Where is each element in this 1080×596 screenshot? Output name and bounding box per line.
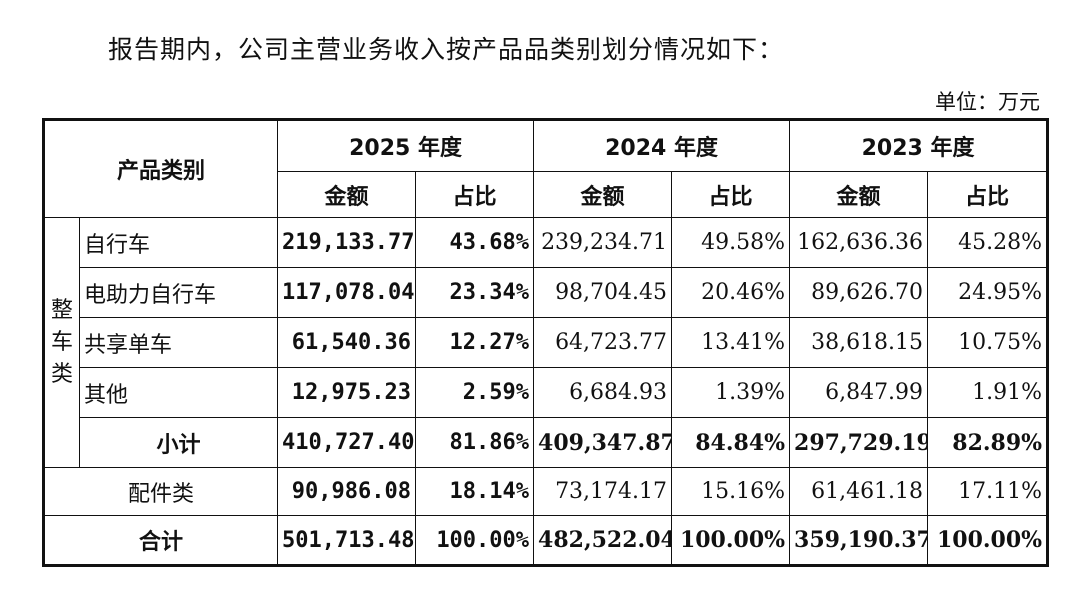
table-row: 其他 12,975.23 2.59% 6,684.93 1.39% 6,847.…	[44, 367, 1049, 418]
cell-value: 162,636.36	[789, 217, 929, 268]
row-label: 其他	[78, 367, 279, 418]
cell-value: 84.84%	[671, 417, 791, 468]
cell-value: 61,540.36	[277, 317, 417, 368]
cell-value: 359,190.37	[789, 515, 929, 566]
cell-value: 100.00%	[415, 515, 535, 566]
header-year-2023: 2023 年度	[789, 119, 1049, 172]
cell-value: 10.75%	[927, 317, 1049, 368]
table-row: 整 车 类 自行车 219,133.77 43.68% 239,234.71 4…	[43, 217, 1049, 468]
header-year-2024: 2024 年度	[533, 119, 791, 172]
cell-value: 81.86%	[415, 417, 535, 468]
cell-value: 38,618.15	[789, 317, 929, 368]
cell-value: 409,347.87	[533, 417, 673, 468]
row-label: 合计	[42, 515, 279, 566]
cell-value: 12.27%	[415, 317, 535, 368]
row-label: 自行车	[78, 217, 279, 268]
revenue-table: 产品类别 2025 年度 2024 年度 2023 年度 金额 占比 金额 占比…	[42, 118, 1050, 567]
subtotal-row: 小计 410,727.40 81.86% 409,347.87 84.84% 2…	[44, 417, 1049, 468]
cell-value: 43.68%	[415, 217, 535, 268]
group-label-vehicle: 整 车 类	[43, 217, 80, 468]
parts-row: 配件类 90,986.08 18.14% 73,174.17 15.16% 61…	[42, 467, 1049, 516]
header-amount: 金额	[277, 171, 417, 218]
cell-value: 482,522.04	[533, 515, 673, 566]
table-row: 电助力自行车 117,078.04 23.34% 98,704.45 20.46…	[44, 267, 1049, 318]
cell-value: 73,174.17	[533, 467, 673, 516]
cell-value: 239,234.71	[533, 217, 673, 268]
row-label: 共享单车	[78, 317, 279, 368]
row-label: 小计	[78, 417, 279, 468]
cell-value: 61,461.18	[789, 467, 929, 516]
cell-value: 45.28%	[927, 217, 1049, 268]
unit-label: 单位：万元	[935, 90, 1040, 114]
cell-value: 23.34%	[415, 267, 535, 318]
table-row: 共享单车 61,540.36 12.27% 64,723.77 13.41% 3…	[44, 317, 1049, 368]
header-amount: 金额	[533, 171, 673, 218]
cell-value: 100.00%	[671, 515, 791, 566]
intro-text: 报告期内，公司主营业务收入按产品品类别划分情况如下：	[108, 35, 785, 64]
cell-value: 6,684.93	[533, 367, 673, 418]
cell-value: 64,723.77	[533, 317, 673, 368]
cell-value: 98,704.45	[533, 267, 673, 318]
row-label: 电助力自行车	[78, 267, 279, 318]
header-ratio: 占比	[415, 171, 535, 218]
cell-value: 410,727.40	[277, 417, 417, 468]
header-ratio: 占比	[671, 171, 791, 218]
cell-value: 13.41%	[671, 317, 791, 368]
cell-value: 24.95%	[927, 267, 1049, 318]
cell-value: 15.16%	[671, 467, 791, 516]
cell-value: 82.89%	[927, 417, 1049, 468]
header-amount: 金额	[789, 171, 929, 218]
cell-value: 20.46%	[671, 267, 791, 318]
cell-value: 90,986.08	[277, 467, 417, 516]
header-category: 产品类别	[42, 119, 279, 218]
total-row: 合计 501,713.48 100.00% 482,522.04 100.00%…	[42, 515, 1049, 566]
cell-value: 501,713.48	[277, 515, 417, 566]
cell-value: 100.00%	[927, 515, 1049, 566]
header-year-2025: 2025 年度	[277, 119, 535, 172]
cell-value: 219,133.77	[277, 217, 417, 268]
cell-value: 12,975.23	[277, 367, 417, 418]
cell-value: 1.39%	[671, 367, 791, 418]
cell-value: 297,729.19	[789, 417, 929, 468]
cell-value: 89,626.70	[789, 267, 929, 318]
row-label: 配件类	[42, 467, 279, 516]
cell-value: 1.91%	[927, 367, 1049, 418]
cell-value: 2.59%	[415, 367, 535, 418]
cell-value: 18.14%	[415, 467, 535, 516]
cell-value: 6,847.99	[789, 367, 929, 418]
header-ratio: 占比	[927, 171, 1049, 218]
cell-value: 49.58%	[671, 217, 791, 268]
cell-value: 17.11%	[927, 467, 1049, 516]
cell-value: 117,078.04	[277, 267, 417, 318]
